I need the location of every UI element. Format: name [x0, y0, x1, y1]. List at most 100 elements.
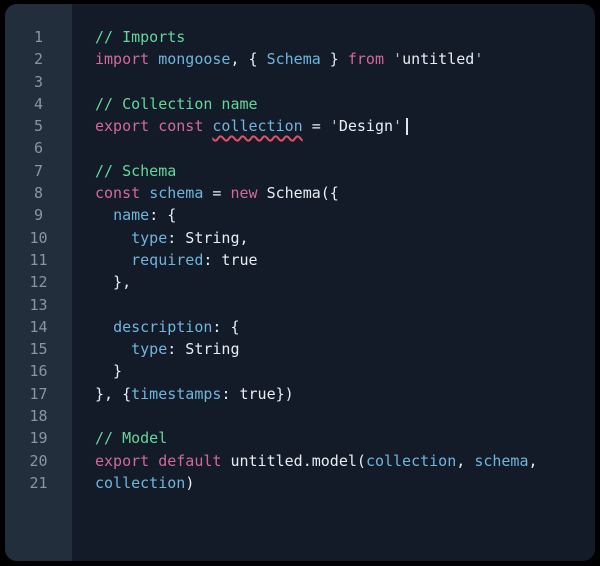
- code-token: , {: [230, 50, 267, 69]
- line-number: 12: [29, 273, 48, 292]
- line-number: 17: [29, 384, 48, 403]
- code-line[interactable]: export const collection = 'Design': [95, 115, 595, 137]
- line-number: 18: [29, 407, 48, 426]
- line-number: 14: [29, 317, 48, 336]
- code-token: schema: [149, 184, 204, 203]
- code-token: : {: [212, 317, 240, 336]
- code-token: ): [185, 473, 195, 492]
- misspelled-word: collection: [212, 117, 303, 136]
- code-line[interactable]: // Schema: [95, 160, 595, 182]
- code-token: [95, 206, 113, 224]
- code-token: [149, 50, 158, 68]
- code-token: default: [158, 451, 222, 470]
- code-token: ,: [528, 451, 538, 470]
- code-token: [149, 117, 158, 135]
- code-line[interactable]: [95, 294, 595, 316]
- code-token: [95, 229, 131, 247]
- line-number: 15: [29, 340, 48, 359]
- code-line[interactable]: [95, 137, 595, 159]
- line-number: 21: [29, 473, 48, 492]
- code-token: Schema: [266, 50, 321, 69]
- code-token: ': [474, 50, 484, 69]
- code-token: ': [393, 50, 403, 69]
- code-token: required: [131, 250, 204, 269]
- code-token: timestamps: [131, 384, 222, 403]
- code-token: =: [203, 184, 231, 203]
- code-token: : true}): [221, 384, 294, 403]
- code-editor: 1 2 3 4 5 6 7 8 9 10 11 12 13 14 15 16 17 18 19 20 21 // Imp…: [5, 4, 595, 561]
- code-token: }: [95, 362, 123, 381]
- line-number: 4: [33, 94, 44, 113]
- line-number: 11: [29, 250, 48, 269]
- code-token: untitled.model(: [221, 451, 366, 470]
- code-token: export: [95, 451, 150, 470]
- code-token: ,: [456, 451, 475, 470]
- code-token: [384, 50, 393, 68]
- code-token: // Schema: [95, 161, 177, 180]
- code-token: [95, 340, 131, 358]
- code-line[interactable]: const schema = new Schema({: [95, 182, 595, 204]
- line-number: 20: [29, 451, 48, 470]
- line-number: 5: [33, 117, 44, 136]
- code-token: Schema({: [257, 184, 339, 203]
- line-number: 19: [29, 429, 48, 448]
- code-token: import: [95, 50, 150, 69]
- line-number: 1: [33, 28, 44, 46]
- text-cursor: [406, 118, 409, 136]
- code-token: ': [393, 117, 403, 136]
- code-line[interactable]: export default untitled.model(collection…: [95, 450, 595, 472]
- code-line[interactable]: }, {timestamps: true}): [95, 383, 595, 405]
- code-token: [95, 251, 131, 269]
- line-number: 2: [33, 50, 44, 69]
- code-token: export: [95, 117, 150, 136]
- code-token: // Model: [95, 429, 168, 448]
- code-token: type: [131, 228, 168, 247]
- code-line[interactable]: },: [95, 271, 595, 293]
- code-token: },: [95, 273, 132, 292]
- code-token: schema: [474, 451, 529, 470]
- code-token: }, {: [95, 384, 132, 403]
- code-token: : true: [203, 250, 258, 269]
- code-line[interactable]: import mongoose, { Schema } from 'untitl…: [95, 48, 595, 70]
- line-number-gutter: 1 2 3 4 5 6 7 8 9 10 11 12 13 14 15 16 17 18 19 20 21: [5, 4, 72, 561]
- code-token: type: [131, 340, 168, 359]
- code-token: // Imports: [95, 28, 186, 46]
- code-token: name: [113, 206, 150, 225]
- code-token: collection: [95, 473, 186, 492]
- line-number: 8: [33, 184, 44, 203]
- code-line[interactable]: }: [95, 360, 595, 382]
- code-token: // Collection name: [95, 94, 258, 113]
- code-token: [95, 318, 113, 336]
- code-token: [149, 452, 158, 470]
- code-token: new: [230, 184, 258, 203]
- code-token: Design: [338, 117, 394, 136]
- code-token: : String: [167, 340, 240, 359]
- code-token: ': [329, 117, 339, 136]
- code-line[interactable]: type: String,: [95, 227, 595, 249]
- line-number: 9: [33, 206, 44, 225]
- code-token: const: [95, 184, 141, 203]
- code-line[interactable]: collection): [95, 472, 595, 494]
- code-token: }: [320, 50, 348, 69]
- code-line[interactable]: // Imports: [95, 26, 595, 48]
- code-line[interactable]: type: String: [95, 338, 595, 360]
- code-token: : {: [149, 206, 177, 225]
- code-line[interactable]: // Model: [95, 427, 595, 449]
- code-line[interactable]: // Collection name: [95, 93, 595, 115]
- code-line[interactable]: name: {: [95, 204, 595, 226]
- code-token: description: [113, 317, 213, 336]
- code-token: : String,: [167, 228, 249, 247]
- line-number: 16: [29, 362, 48, 381]
- line-number: 7: [33, 161, 44, 180]
- code-area[interactable]: // Imports import mongoose, { Schema } fr…: [72, 4, 595, 561]
- line-number: 13: [29, 295, 48, 314]
- code-line[interactable]: [95, 71, 595, 93]
- code-token: mongoose: [158, 50, 231, 69]
- code-line[interactable]: [95, 405, 595, 427]
- code-token: untitled: [402, 50, 475, 69]
- line-number: 10: [29, 228, 48, 247]
- code-line[interactable]: required: true: [95, 249, 595, 271]
- code-line[interactable]: description: {: [95, 316, 595, 338]
- code-token: collection: [365, 451, 457, 470]
- code-token: const: [158, 117, 204, 136]
